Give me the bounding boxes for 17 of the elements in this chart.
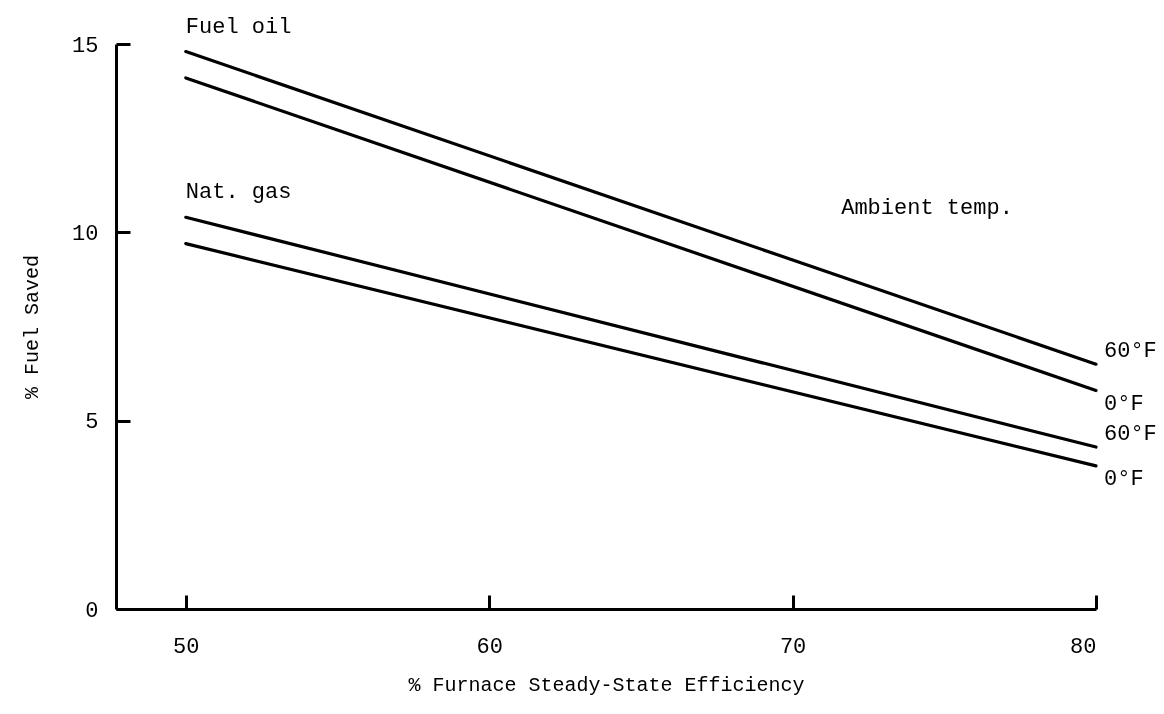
annotation: Fuel oil	[185, 14, 292, 40]
y-tick-label: 5	[85, 410, 99, 436]
y-tick-label: 0	[85, 598, 99, 624]
annotation: Nat. gas	[185, 180, 292, 206]
series-label: 60°F	[1104, 422, 1157, 448]
series-label: 0°F	[1104, 391, 1144, 417]
x-tick-label: 50	[173, 634, 200, 660]
x-tick-label: 70	[779, 634, 807, 660]
x-tick-label: 80	[1070, 634, 1097, 660]
x-axis-title: % Furnace Steady-State Efficiency	[408, 673, 805, 697]
y-tick-label: 10	[72, 221, 99, 247]
series-label: 0°F	[1104, 466, 1144, 492]
series-label: 60°F	[1104, 339, 1157, 365]
x-tick-label: 60	[476, 634, 503, 660]
annotation: Ambient temp.	[841, 196, 1013, 222]
y-axis-title: % Fuel Saved	[21, 254, 45, 400]
y-tick-label: 15	[72, 33, 99, 59]
